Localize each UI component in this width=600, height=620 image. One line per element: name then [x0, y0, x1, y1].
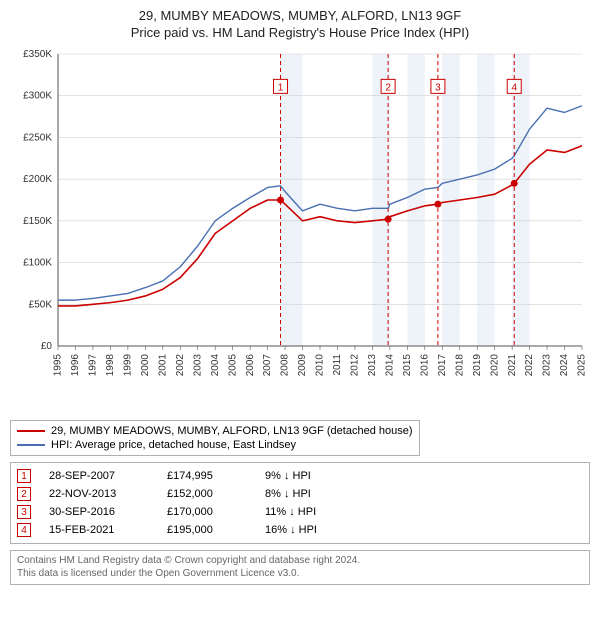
event-marker: 3 — [17, 505, 31, 519]
svg-text:2007: 2007 — [262, 354, 273, 377]
svg-text:2023: 2023 — [542, 354, 553, 377]
svg-text:1995: 1995 — [53, 354, 64, 377]
svg-text:2: 2 — [385, 82, 391, 93]
event-price: £170,000 — [167, 506, 247, 518]
event-row: 1 28-SEP-2007 £174,995 9% ↓ HPI — [17, 467, 583, 485]
svg-text:1999: 1999 — [123, 354, 134, 377]
svg-text:1: 1 — [278, 82, 284, 93]
events-table: 1 28-SEP-2007 £174,995 9% ↓ HPI 2 22-NOV-2013… — [10, 462, 590, 544]
svg-text:2014: 2014 — [385, 354, 396, 377]
svg-text:2000: 2000 — [140, 354, 151, 377]
event-delta: 11% ↓ HPI — [265, 506, 355, 518]
svg-text:2019: 2019 — [472, 354, 483, 377]
svg-text:2024: 2024 — [559, 354, 570, 377]
svg-text:2002: 2002 — [175, 354, 186, 377]
svg-text:2017: 2017 — [437, 354, 448, 377]
legend: 29, MUMBY MEADOWS, MUMBY, ALFORD, LN13 9… — [10, 420, 420, 456]
event-marker: 1 — [17, 469, 31, 483]
chart-title: 29, MUMBY MEADOWS, MUMBY, ALFORD, LN13 9… — [10, 8, 590, 23]
svg-text:£150K: £150K — [23, 216, 52, 227]
legend-item: 29, MUMBY MEADOWS, MUMBY, ALFORD, LN13 9… — [17, 424, 413, 438]
event-date: 28-SEP-2007 — [49, 470, 149, 482]
event-price: £195,000 — [167, 524, 247, 536]
svg-text:2021: 2021 — [507, 354, 518, 377]
svg-text:2011: 2011 — [332, 354, 343, 376]
svg-text:£250K: £250K — [23, 132, 52, 143]
svg-text:2018: 2018 — [454, 354, 465, 377]
svg-text:2010: 2010 — [315, 354, 326, 377]
event-date: 15-FEB-2021 — [49, 524, 149, 536]
event-marker: 2 — [17, 487, 31, 501]
svg-text:£300K: £300K — [23, 91, 52, 102]
event-price: £152,000 — [167, 488, 247, 500]
svg-text:4: 4 — [511, 82, 517, 93]
event-delta: 8% ↓ HPI — [265, 488, 355, 500]
event-date: 22-NOV-2013 — [49, 488, 149, 500]
svg-text:2005: 2005 — [227, 354, 238, 377]
svg-text:£50K: £50K — [29, 299, 53, 310]
svg-text:2015: 2015 — [402, 354, 413, 377]
attribution-footer: Contains HM Land Registry data © Crown c… — [10, 550, 590, 585]
svg-text:£350K: £350K — [23, 49, 52, 60]
event-marker: 4 — [17, 523, 31, 537]
svg-text:2004: 2004 — [210, 354, 221, 377]
chart-svg: £0 £50K £100K £150K £200K £250K £300K £350K 1995… — [10, 46, 590, 416]
svg-text:1996: 1996 — [70, 354, 81, 377]
event-row: 4 15-FEB-2021 £195,000 16% ↓ HPI — [17, 521, 583, 539]
svg-text:2016: 2016 — [419, 354, 430, 377]
svg-text:1997: 1997 — [88, 354, 99, 377]
svg-text:2013: 2013 — [367, 354, 378, 377]
svg-text:3: 3 — [435, 82, 441, 93]
svg-text:2003: 2003 — [192, 354, 203, 377]
legend-swatch — [17, 430, 45, 432]
event-delta: 9% ↓ HPI — [265, 470, 355, 482]
chart-subtitle: Price paid vs. HM Land Registry's House … — [10, 25, 590, 40]
svg-text:2025: 2025 — [577, 354, 588, 377]
svg-text:2020: 2020 — [489, 354, 500, 377]
chart-plot: £0 £50K £100K £150K £200K £250K £300K £350K 1995… — [10, 46, 590, 416]
chart-container: 29, MUMBY MEADOWS, MUMBY, ALFORD, LN13 9… — [0, 0, 600, 591]
svg-text:2001: 2001 — [157, 354, 168, 377]
svg-text:1998: 1998 — [105, 354, 116, 377]
svg-text:2006: 2006 — [245, 354, 256, 377]
event-row: 3 30-SEP-2016 £170,000 11% ↓ HPI — [17, 503, 583, 521]
event-date: 30-SEP-2016 — [49, 506, 149, 518]
event-row: 2 22-NOV-2013 £152,000 8% ↓ HPI — [17, 485, 583, 503]
svg-text:2022: 2022 — [524, 354, 535, 377]
legend-swatch — [17, 444, 45, 446]
svg-text:2012: 2012 — [350, 354, 361, 377]
svg-text:£200K: £200K — [23, 174, 52, 185]
footer-line: This data is licensed under the Open Gov… — [17, 568, 583, 581]
svg-text:2009: 2009 — [297, 354, 308, 377]
legend-item: HPI: Average price, detached house, East… — [17, 438, 413, 452]
svg-text:2008: 2008 — [280, 354, 291, 377]
event-delta: 16% ↓ HPI — [265, 524, 355, 536]
legend-label: HPI: Average price, detached house, East… — [51, 438, 296, 452]
event-price: £174,995 — [167, 470, 247, 482]
svg-text:£100K: £100K — [23, 258, 52, 269]
svg-text:£0: £0 — [41, 341, 53, 352]
legend-label: 29, MUMBY MEADOWS, MUMBY, ALFORD, LN13 9… — [51, 424, 413, 438]
footer-line: Contains HM Land Registry data © Crown c… — [17, 555, 583, 568]
